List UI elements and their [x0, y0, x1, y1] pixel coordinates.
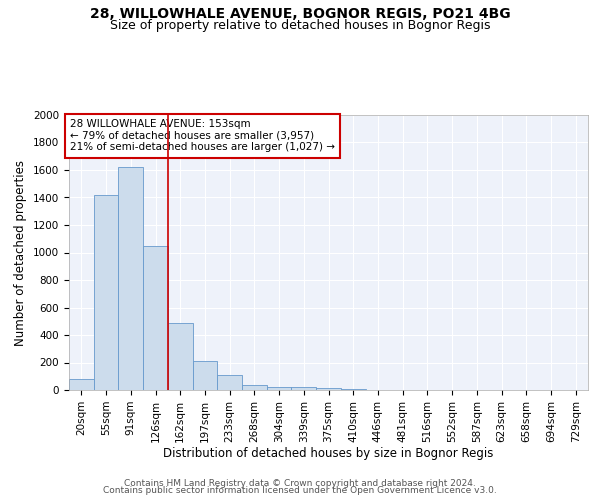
- Bar: [94, 194, 118, 390]
- Text: Contains public sector information licensed under the Open Government Licence v3: Contains public sector information licen…: [103, 486, 497, 495]
- Bar: [143, 246, 168, 390]
- Text: 28, WILLOWHALE AVENUE, BOGNOR REGIS, PO21 4BG: 28, WILLOWHALE AVENUE, BOGNOR REGIS, PO2…: [89, 8, 511, 22]
- Text: Contains HM Land Registry data © Crown copyright and database right 2024.: Contains HM Land Registry data © Crown c…: [124, 478, 476, 488]
- Bar: [292, 387, 316, 390]
- X-axis label: Distribution of detached houses by size in Bognor Regis: Distribution of detached houses by size …: [163, 448, 494, 460]
- Text: 28 WILLOWHALE AVENUE: 153sqm
← 79% of detached houses are smaller (3,957)
21% of: 28 WILLOWHALE AVENUE: 153sqm ← 79% of de…: [70, 119, 335, 152]
- Bar: [217, 375, 242, 390]
- Bar: [168, 322, 193, 390]
- Bar: [69, 379, 94, 390]
- Bar: [316, 388, 341, 390]
- Bar: [267, 386, 292, 390]
- Text: Size of property relative to detached houses in Bognor Regis: Size of property relative to detached ho…: [110, 19, 490, 32]
- Y-axis label: Number of detached properties: Number of detached properties: [14, 160, 28, 346]
- Bar: [193, 361, 217, 390]
- Bar: [242, 384, 267, 390]
- Bar: [118, 167, 143, 390]
